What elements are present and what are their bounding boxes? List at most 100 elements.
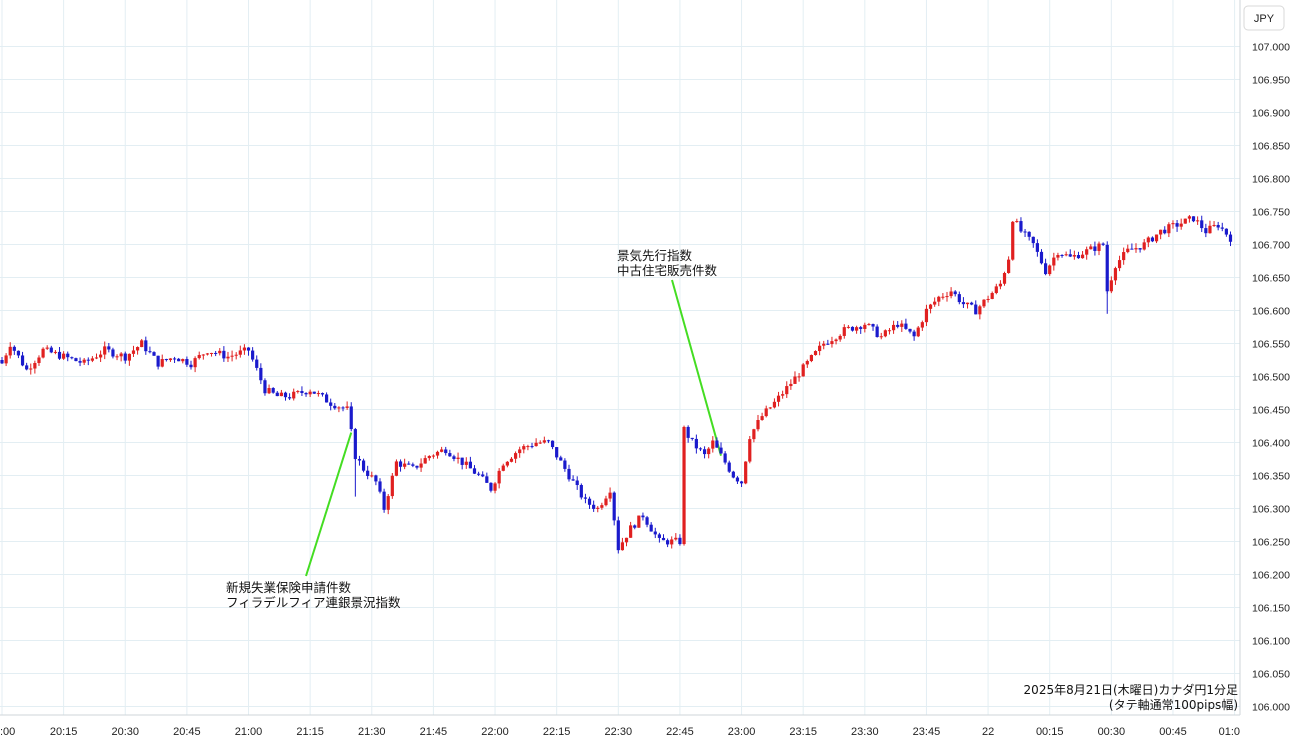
candle-body bbox=[998, 283, 1003, 287]
candle-body bbox=[386, 496, 390, 510]
candle-body bbox=[1109, 280, 1113, 292]
time-tick-label: 20:30 bbox=[111, 726, 139, 738]
candle-body bbox=[1117, 260, 1122, 269]
candle-body bbox=[423, 458, 427, 464]
candle-body bbox=[559, 457, 563, 461]
candle-body bbox=[859, 327, 863, 329]
time-tick-label: 20:45 bbox=[173, 726, 201, 738]
candle-body bbox=[661, 537, 666, 541]
candle-body bbox=[1154, 234, 1159, 242]
price-tick-label: 106.250 bbox=[1252, 537, 1290, 549]
candle-body bbox=[1007, 259, 1011, 274]
candle-body bbox=[530, 446, 534, 448]
candle-body bbox=[288, 397, 292, 399]
candle-body bbox=[246, 347, 251, 351]
candle-body bbox=[283, 392, 288, 398]
price-tick-label: 106.950 bbox=[1252, 75, 1290, 87]
candle-body bbox=[16, 350, 21, 356]
candle-body bbox=[813, 351, 818, 356]
candle-body bbox=[842, 327, 846, 336]
candle-body bbox=[320, 393, 325, 395]
candle-body bbox=[974, 304, 978, 315]
candle-body bbox=[398, 461, 403, 467]
price-tick-label: 106.850 bbox=[1252, 141, 1290, 153]
candle-body bbox=[197, 354, 201, 359]
candle-body bbox=[1015, 221, 1019, 223]
candle-body bbox=[374, 475, 378, 482]
candle-body bbox=[20, 355, 25, 366]
candle-body bbox=[567, 468, 571, 480]
candle-body bbox=[904, 323, 908, 329]
candle-body bbox=[1175, 223, 1179, 227]
candle-body bbox=[513, 453, 518, 459]
candle-body bbox=[879, 336, 883, 338]
candle-body bbox=[637, 515, 641, 528]
candle-body bbox=[1060, 254, 1064, 256]
candle-body bbox=[1163, 229, 1167, 234]
candle-body bbox=[608, 492, 612, 499]
candle-body bbox=[1035, 243, 1039, 252]
candle-body bbox=[345, 406, 349, 408]
candle-body bbox=[756, 420, 760, 430]
candle-body bbox=[1080, 254, 1085, 259]
candle-body bbox=[201, 354, 205, 356]
candle-body bbox=[49, 347, 53, 353]
candle-body bbox=[518, 449, 522, 454]
annotation-2-connector bbox=[671, 279, 722, 456]
candle-body bbox=[575, 480, 579, 486]
price-tick-label: 106.900 bbox=[1252, 108, 1290, 120]
candle-body bbox=[271, 388, 275, 393]
candle-body bbox=[579, 485, 583, 498]
candle-body bbox=[1031, 236, 1035, 244]
candle-body bbox=[501, 465, 505, 471]
time-tick-label: 22:15 bbox=[543, 726, 571, 738]
candle-body bbox=[785, 386, 789, 395]
candle-body bbox=[53, 351, 58, 353]
candle-body bbox=[135, 347, 140, 351]
candle-body bbox=[863, 324, 867, 329]
candle-body bbox=[1039, 251, 1044, 264]
candle-body bbox=[485, 476, 489, 483]
candle-body bbox=[592, 504, 596, 509]
annotation-2-line-1: 景気先行指数 bbox=[617, 248, 693, 263]
candle-body bbox=[99, 354, 103, 358]
time-tick-label: 22:00 bbox=[481, 726, 509, 738]
candle-body bbox=[181, 359, 185, 362]
candle-body bbox=[978, 306, 982, 315]
candle-body bbox=[797, 376, 801, 378]
annotation-1-line-2: フィラデルフィア連銀景況指数 bbox=[226, 595, 401, 610]
price-tick-label: 106.200 bbox=[1252, 570, 1290, 582]
candle-body bbox=[255, 359, 259, 368]
candle-body bbox=[304, 392, 308, 395]
candle-body bbox=[1191, 216, 1196, 222]
price-tick-label: 106.500 bbox=[1252, 372, 1290, 384]
candle-body bbox=[649, 524, 653, 532]
candle-body bbox=[1126, 248, 1130, 253]
candle-body bbox=[127, 353, 131, 361]
candle-body bbox=[900, 323, 904, 327]
price-tick-label: 106.800 bbox=[1252, 174, 1290, 186]
time-tick-label: 00:30 bbox=[1098, 726, 1126, 738]
candle-body bbox=[596, 507, 600, 509]
candle-body bbox=[205, 353, 210, 355]
candle-body bbox=[715, 440, 719, 448]
candle-body bbox=[107, 346, 111, 350]
candle-body bbox=[1048, 265, 1052, 275]
candle-body bbox=[735, 477, 740, 482]
price-tick-label: 106.450 bbox=[1252, 405, 1290, 417]
candle-body bbox=[226, 356, 230, 359]
candle-body bbox=[789, 383, 793, 387]
candle-body bbox=[189, 364, 193, 368]
candle-body bbox=[953, 291, 957, 295]
candle-body bbox=[945, 296, 949, 298]
candle-body bbox=[1076, 255, 1081, 259]
candle-body bbox=[1224, 228, 1228, 235]
candle-body bbox=[772, 401, 777, 408]
candle-body bbox=[435, 451, 440, 456]
candle-body bbox=[920, 322, 924, 328]
time-tick-label: 01:0 bbox=[1219, 726, 1240, 738]
candle-body bbox=[25, 365, 29, 370]
candle-body bbox=[538, 442, 542, 444]
candle-body bbox=[1138, 248, 1142, 250]
